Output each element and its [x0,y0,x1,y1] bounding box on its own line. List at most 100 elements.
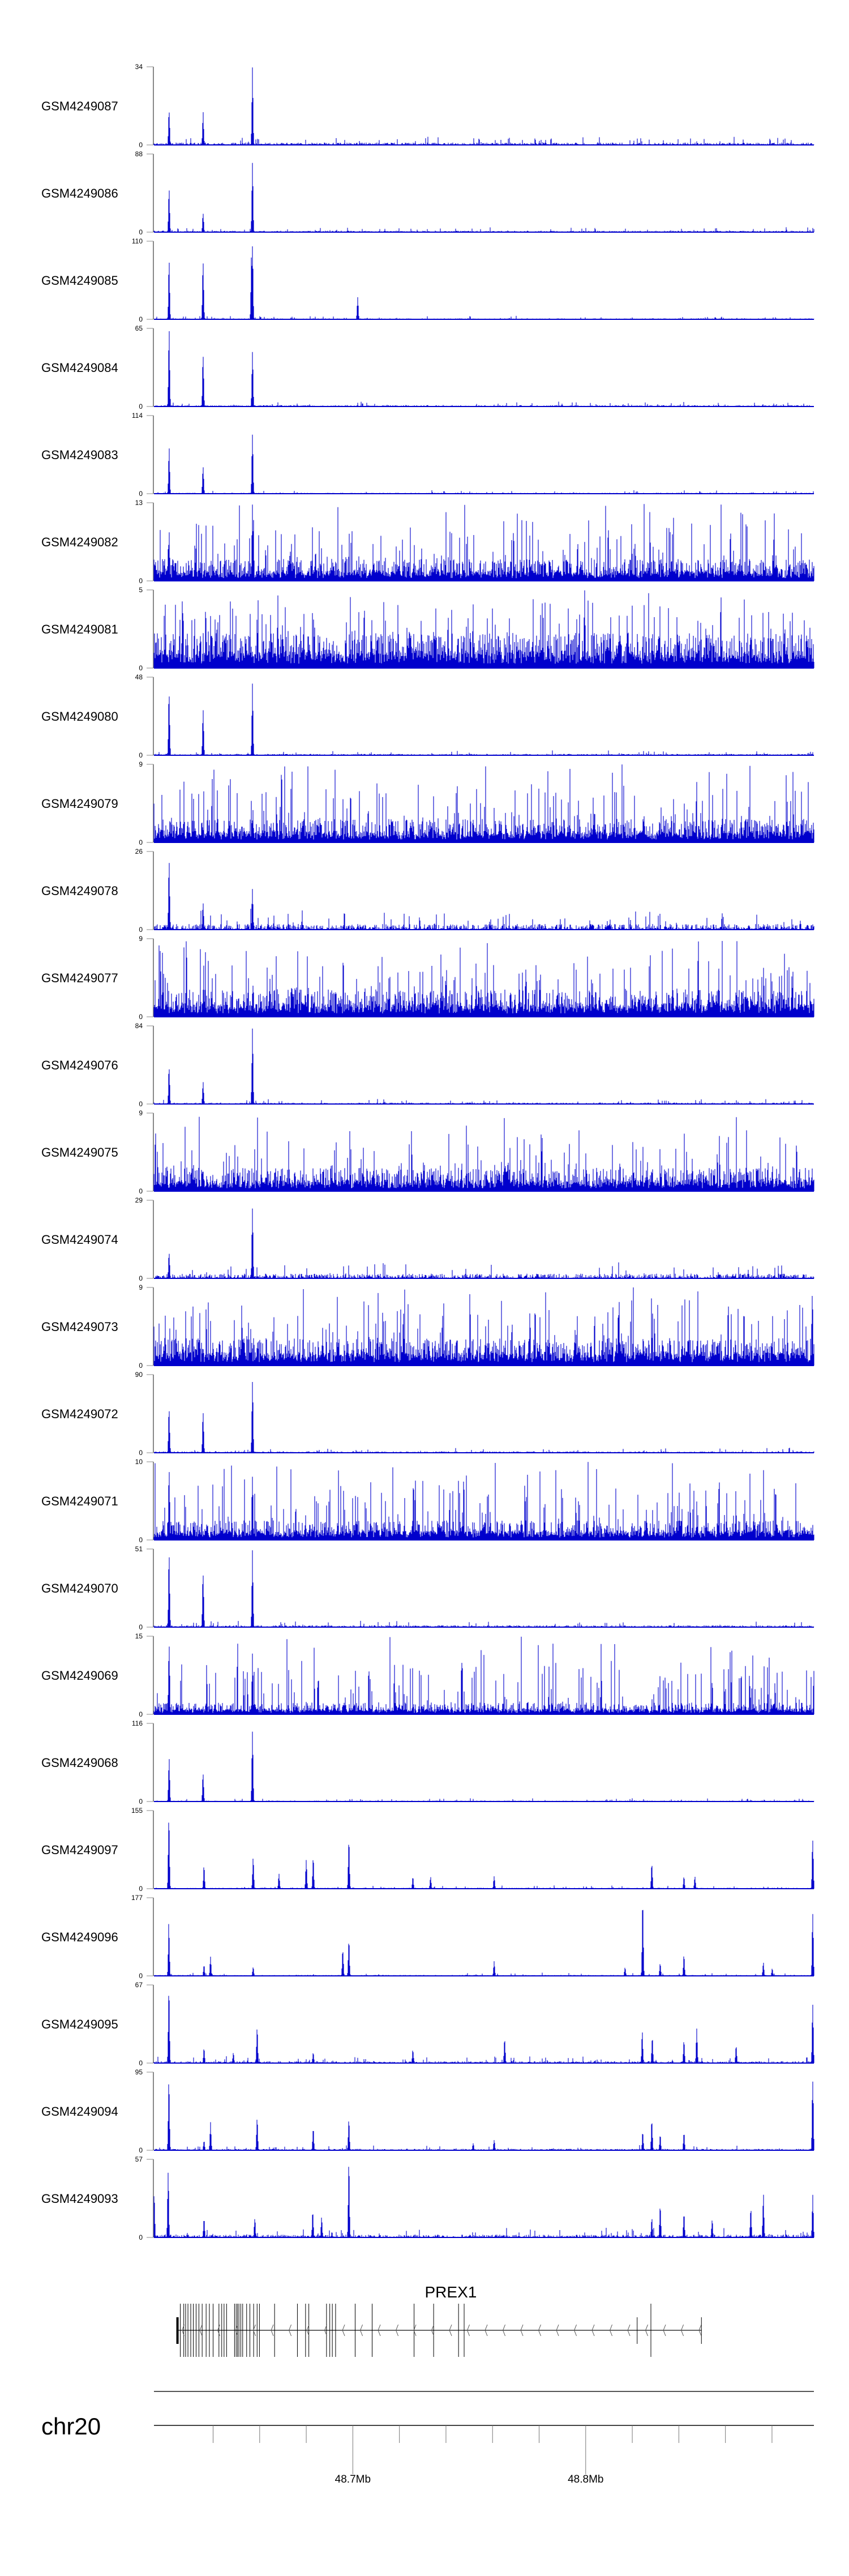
signal-track: GSM4249085 110 0 [41,237,814,323]
track-label: GSM4249086 [41,186,118,200]
strand-arrow-icon [520,2324,524,2337]
signal-path [153,434,814,494]
strand-arrow-icon [306,2324,310,2337]
y-zero-label: 0 [139,1798,143,1805]
y-max-label: 48 [135,673,143,681]
y-zero-label: 0 [139,403,143,410]
strand-arrow-icon [484,2324,488,2337]
y-max-label: 15 [135,1632,143,1640]
y-max-label: 114 [132,412,143,420]
strand-arrow-icon [538,2324,542,2337]
signal-track: GSM4249097 155 0 [41,1807,814,1893]
y-max-label: 177 [131,1894,143,1902]
y-max-label: 57 [135,2155,143,2163]
strand-arrow-icon [591,2324,595,2337]
signal-path [155,1382,814,1453]
y-max-label: 95 [135,2068,143,2076]
track-label: GSM4249069 [41,1668,118,1683]
track-label: GSM4249096 [41,1930,118,1944]
track-label: GSM4249081 [41,622,118,636]
strand-arrow-icon [378,2324,381,2337]
strand-arrow-icon [360,2324,363,2337]
y-max-label: 9 [139,1109,143,1117]
y-zero-label: 0 [139,2059,143,2067]
track-label: GSM4249080 [41,709,118,724]
track-label: GSM4249079 [41,797,118,811]
strand-arrow-icon [556,2324,559,2337]
strand-arrow-icon [253,2324,256,2337]
signal-path [153,2167,814,2237]
track-label: GSM4249085 [41,273,118,288]
signal-track: GSM4249076 84 0 [41,1022,814,1108]
signal-track: GSM4249087 34 0 [41,63,814,149]
signal-path [153,1116,814,1191]
y-max-label: 110 [132,237,143,245]
signal-track: GSM4249093 57 0 [41,2155,814,2241]
signal-track: GSM4249072 90 0 [41,1371,814,1457]
signal-track: GSM4249096 177 0 [41,1894,814,1980]
y-zero-label: 0 [139,1187,143,1195]
signal-track: GSM4249071 10 0 [41,1458,814,1544]
signal-track: GSM4249094 95 0 [41,2068,814,2154]
signal-track: GSM4249070 51 0 [41,1545,814,1631]
signal-path [153,1287,814,1366]
y-zero-label: 0 [139,1362,143,1370]
y-max-label: 84 [135,1022,143,1030]
track-label: GSM4249094 [41,2104,118,2119]
gene-utr [176,2317,179,2344]
y-max-label: 90 [135,1371,143,1379]
x-tick-label: 48.8Mb [568,2474,603,2485]
signal-track: GSM4249078 26 0 [41,848,814,934]
strand-arrow-icon [645,2324,649,2337]
strand-arrow-icon [431,2324,435,2337]
y-zero-label: 0 [139,751,143,759]
y-max-label: 51 [135,1545,143,1553]
strand-arrow-icon [342,2324,345,2337]
strand-arrow-icon [289,2324,292,2337]
signal-track: GSM4249081 5 0 [41,586,814,672]
signal-path [153,1550,814,1627]
y-zero-label: 0 [139,1623,143,1631]
y-max-label: 34 [135,63,143,71]
track-label: GSM4249076 [41,1058,118,1072]
strand-arrow-icon [449,2324,452,2337]
y-zero-label: 0 [139,1013,143,1021]
signal-track: GSM4249080 48 0 [41,673,814,759]
y-max-label: 155 [131,1807,143,1815]
track-label: GSM4249097 [41,1843,118,1857]
signal-track: GSM4249077 9 0 [41,935,814,1021]
y-zero-label: 0 [139,315,143,323]
signal-track: GSM4249069 15 0 [41,1632,814,1718]
y-zero-label: 0 [139,577,143,585]
signal-path [153,1636,814,1714]
y-max-label: 29 [135,1196,143,1204]
strand-arrow-icon [698,2324,702,2337]
track-label: GSM4249074 [41,1233,118,1247]
signal-track: GSM4249083 114 0 [41,412,814,498]
strand-arrow-icon [324,2324,328,2337]
track-label: GSM4249083 [41,448,118,462]
track-label: GSM4249093 [41,2192,118,2206]
y-zero-label: 0 [139,228,143,236]
y-max-label: 67 [135,1981,143,1989]
strand-arrow-icon [217,2324,221,2337]
y-zero-label: 0 [139,1274,143,1282]
y-max-label: 10 [135,1458,143,1466]
signal-path [153,67,814,145]
y-zero-label: 0 [139,1885,143,1893]
y-max-label: 9 [139,1283,143,1291]
signal-path [153,1731,814,1802]
gene-name-label: PREX1 [425,2283,477,2301]
track-label: GSM4249095 [41,2017,118,2031]
y-max-label: 65 [135,324,143,332]
signal-path [153,1028,814,1104]
y-zero-label: 0 [139,664,143,672]
track-label: GSM4249071 [41,1494,118,1508]
y-zero-label: 0 [139,1972,143,1980]
signal-path [153,162,814,232]
signal-track: GSM4249068 116 0 [41,1719,814,1805]
signal-path [153,1462,814,1540]
signal-path [154,1910,814,1976]
y-zero-label: 0 [139,838,143,846]
